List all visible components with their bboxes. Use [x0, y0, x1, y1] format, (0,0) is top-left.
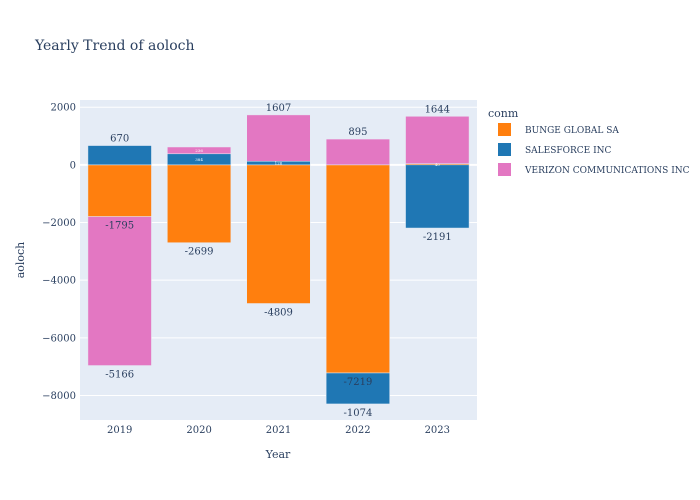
- legend-label[interactable]: BUNGE GLOBAL SA: [525, 126, 619, 136]
- x-tick-labels: 2019 2020 2021 2022 2023: [107, 425, 450, 436]
- data-label: -5166: [105, 370, 134, 381]
- data-label: 40: [435, 162, 441, 167]
- bar[interactable]: [87, 145, 152, 166]
- legend-swatch[interactable]: [498, 163, 511, 176]
- data-label: 1644: [425, 104, 450, 115]
- bar[interactable]: [167, 146, 232, 155]
- legend[interactable]: conm BUNGE GLOBAL SA SALESFORCE INC VERIZO…: [488, 107, 690, 176]
- x-tick-label: 2022: [345, 425, 370, 436]
- data-label: 895: [348, 127, 367, 138]
- data-label: 1607: [266, 103, 291, 114]
- y-tick-label: 2000: [51, 103, 76, 114]
- x-tick-label: 2023: [425, 425, 450, 436]
- data-label: -2191: [423, 232, 452, 243]
- bar[interactable]: [87, 164, 152, 217]
- bar[interactable]: [405, 164, 470, 229]
- legend-label[interactable]: VERIZON COMMUNICATIONS INC: [524, 166, 690, 176]
- legend-title: conm: [488, 107, 519, 120]
- y-tick-label: −4000: [42, 276, 76, 287]
- legend-label[interactable]: SALESFORCE INC: [525, 146, 612, 156]
- data-label: -4809: [264, 308, 293, 319]
- y-axis-title: aoloch: [14, 242, 27, 279]
- data-label: 126: [275, 161, 283, 166]
- data-label: 236: [195, 148, 203, 153]
- data-label: -1795: [105, 221, 134, 232]
- data-label: -2699: [185, 247, 214, 258]
- legend-swatch[interactable]: [498, 143, 511, 156]
- chart-title: Yearly Trend of aoloch: [34, 38, 195, 54]
- x-tick-label: 2021: [266, 425, 291, 436]
- bar[interactable]: [325, 164, 390, 374]
- bar[interactable]: [405, 116, 470, 164]
- data-labels: -1795 -2699 -4809 -7219 40 670 384 126 -1074 -219…: [105, 103, 451, 419]
- data-label: -1074: [343, 408, 372, 419]
- data-label: -7219: [343, 377, 372, 388]
- bar[interactable]: [325, 372, 390, 405]
- y-tick-label: −6000: [42, 333, 76, 344]
- bar[interactable]: [325, 138, 390, 166]
- data-label: 384: [195, 157, 203, 162]
- y-tick-label: 0: [70, 160, 76, 171]
- y-tick-labels: 2000 0 −2000 −4000 −6000 −8000: [42, 103, 76, 402]
- bar[interactable]: [87, 216, 152, 366]
- x-axis-title: Year: [265, 448, 291, 461]
- bars: [87, 114, 470, 405]
- x-tick-label: 2020: [186, 425, 211, 436]
- y-tick-label: −8000: [42, 391, 76, 402]
- bar[interactable]: [246, 114, 311, 162]
- bar[interactable]: [246, 164, 311, 304]
- legend-swatch[interactable]: [498, 123, 511, 136]
- x-tick-label: 2019: [107, 425, 132, 436]
- y-tick-label: −2000: [42, 218, 76, 229]
- bar[interactable]: [167, 164, 232, 243]
- data-label: 670: [110, 134, 129, 145]
